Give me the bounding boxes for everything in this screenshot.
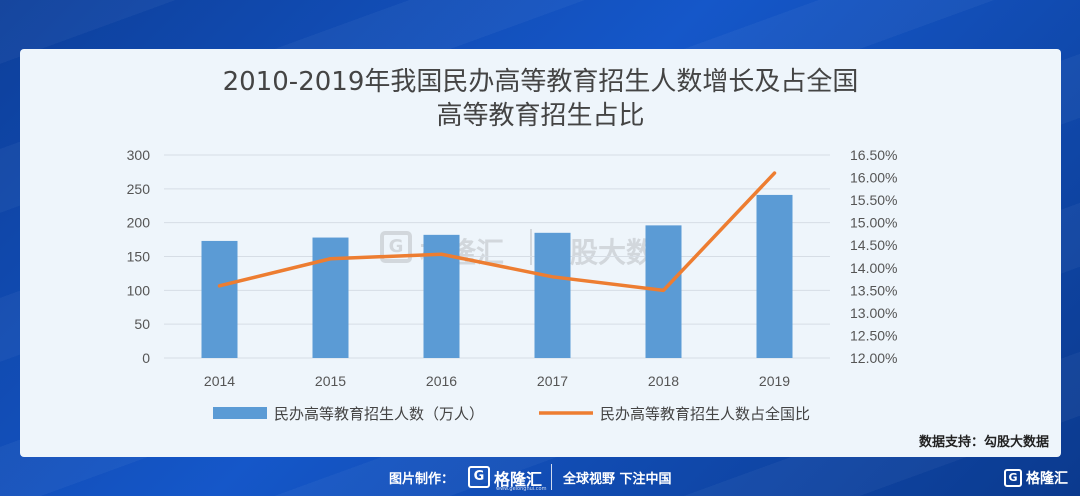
footer-url: www.gelonghui.com xyxy=(496,486,547,492)
corner-logo-icon: G xyxy=(1004,469,1022,487)
combo-chart: 0 50 100 150 200 250 300 12.00% 12.50% 13.00% 13.… xyxy=(127,147,898,423)
bar-series xyxy=(201,194,793,358)
footer-made-by: 图片制作： xyxy=(389,472,455,487)
footer-brand: 格隆汇 xyxy=(494,470,543,489)
right-axis-ticks: 12.00% 12.50% 13.00% 13.50% 14.00% 14.50% 15.0… xyxy=(850,147,897,366)
x-axis-ticks: 2014 2015 2016 2017 2018 2019 xyxy=(204,373,790,389)
left-axis-tick-label: 250 xyxy=(127,181,151,197)
watermark-divider xyxy=(530,229,532,265)
left-axis-tick-label: 150 xyxy=(127,249,151,265)
legend: 民办高等教育招生人数（万人） 民办高等教育招生人数占全国比 xyxy=(213,405,810,423)
legend-line-label: 民办高等教育招生人数占全国比 xyxy=(600,405,810,423)
watermark-logo-icon: G xyxy=(380,231,412,263)
left-axis-tick-label: 200 xyxy=(127,215,151,231)
footer-divider xyxy=(551,464,552,490)
x-axis-tick-label: 2018 xyxy=(648,373,679,389)
right-axis-tick-label: 15.50% xyxy=(850,192,897,208)
left-axis-tick-label: 100 xyxy=(127,282,151,298)
bar xyxy=(756,194,793,358)
right-axis-tick-label: 14.00% xyxy=(850,260,897,276)
right-axis-tick-label: 15.00% xyxy=(850,215,897,231)
chart-title-line-2: 高等教育招生占比 xyxy=(436,101,645,131)
legend-bar-swatch xyxy=(213,407,267,419)
right-axis-tick-label: 16.50% xyxy=(850,147,897,163)
line-series xyxy=(217,171,777,293)
bar xyxy=(312,237,349,358)
right-axis-tick-label: 13.00% xyxy=(850,305,897,321)
x-axis-tick-label: 2019 xyxy=(759,373,790,389)
footer-bar: 图片制作： G 格隆汇 www.gelonghui.com 全球视野 下注中国 xyxy=(0,458,1080,496)
data-source: 数据支持：勾股大数据 xyxy=(918,435,1049,450)
chart-title-line-1: 2010-2019年我国民办高等教育招生人数增长及占全国 xyxy=(222,67,859,97)
right-axis-tick-label: 16.00% xyxy=(850,170,897,186)
bar xyxy=(534,232,571,358)
left-axis-tick-label: 0 xyxy=(142,350,150,366)
x-axis-tick-label: 2015 xyxy=(315,373,346,389)
right-axis-tick-label: 14.50% xyxy=(850,237,897,253)
corner-logo-text: 格隆汇 xyxy=(1026,471,1068,487)
legend-bar-label: 民办高等教育招生人数（万人） xyxy=(274,405,484,423)
left-axis-tick-label: 300 xyxy=(127,147,151,163)
chart-card: 2010-2019年我国民办高等教育招生人数增长及占全国 高等教育招生占比 G … xyxy=(20,49,1061,457)
gridlines xyxy=(164,154,830,359)
left-axis-ticks: 0 50 100 150 200 250 300 xyxy=(127,147,151,366)
x-axis-tick-label: 2016 xyxy=(426,373,457,389)
chart-title: 2010-2019年我国民办高等教育招生人数增长及占全国 高等教育招生占比 xyxy=(20,65,1061,133)
x-axis-tick-label: 2017 xyxy=(537,373,568,389)
footer-slogan: 全球视野 下注中国 xyxy=(563,472,672,487)
x-axis-tick-label: 2014 xyxy=(204,373,235,389)
series-line xyxy=(217,171,777,293)
right-axis-tick-label: 12.00% xyxy=(850,350,897,366)
right-axis-tick-label: 12.50% xyxy=(850,327,897,343)
left-axis-tick-label: 50 xyxy=(134,316,150,332)
right-axis-tick-label: 13.50% xyxy=(850,282,897,298)
bar xyxy=(201,240,238,358)
footer-logo-icon: G xyxy=(468,466,490,488)
